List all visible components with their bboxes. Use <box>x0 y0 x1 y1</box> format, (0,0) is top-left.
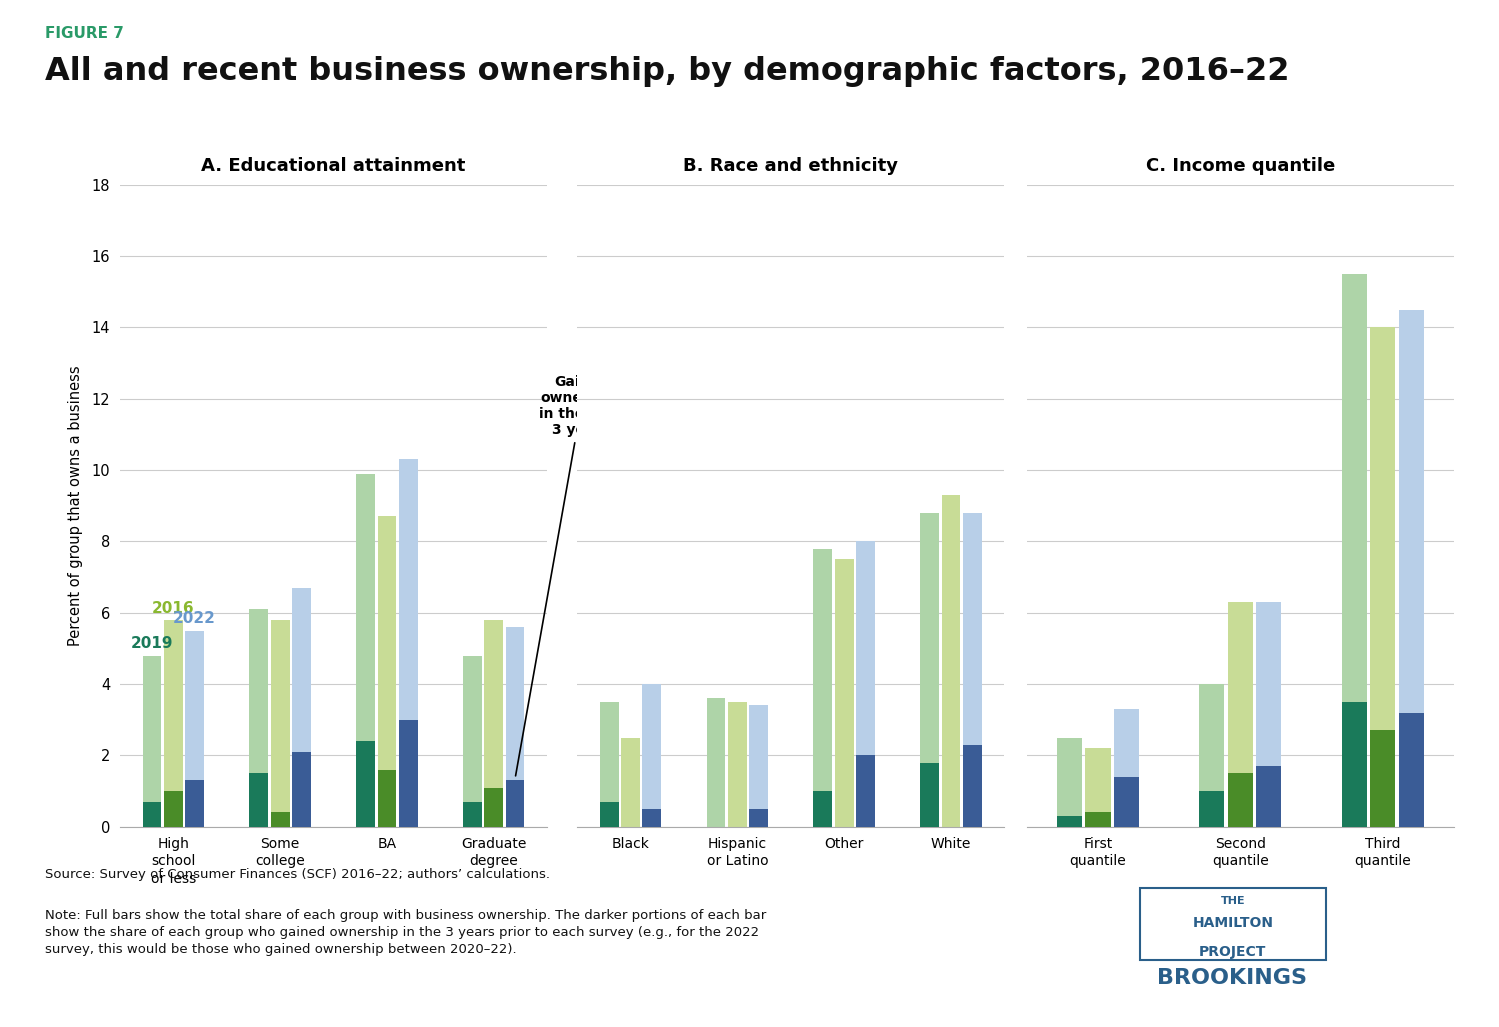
Bar <box>600 701 619 827</box>
Text: 2019: 2019 <box>130 637 174 651</box>
Bar <box>1114 776 1139 827</box>
Bar <box>484 620 504 827</box>
Bar <box>271 812 289 827</box>
Y-axis label: Percent of group that owns a business: Percent of group that owns a business <box>69 366 84 646</box>
Bar <box>835 560 853 827</box>
Bar <box>357 473 375 827</box>
Bar <box>484 788 504 827</box>
Bar <box>505 627 525 827</box>
Bar <box>643 809 661 827</box>
Bar <box>1057 816 1082 827</box>
Bar <box>1228 773 1253 827</box>
Text: Source: Survey of Consumer Finances (SCF) 2016–22; authors’ calculations.: Source: Survey of Consumer Finances (SCF… <box>45 868 550 881</box>
Bar <box>292 752 310 827</box>
Text: All and recent business ownership, by demographic factors, 2016–22: All and recent business ownership, by de… <box>45 56 1289 87</box>
Bar <box>399 459 418 827</box>
Bar <box>399 720 418 827</box>
Bar <box>271 620 289 827</box>
Bar <box>163 620 183 827</box>
Text: Gained
ownership
in the past
3 years: Gained ownership in the past 3 years <box>516 375 624 775</box>
FancyBboxPatch shape <box>1139 888 1327 960</box>
Bar <box>1370 328 1396 827</box>
Bar <box>750 706 767 827</box>
Bar <box>378 517 396 827</box>
Text: THE: THE <box>1220 896 1246 906</box>
Bar <box>1256 766 1282 827</box>
Bar <box>1199 791 1225 827</box>
Text: HAMILTON: HAMILTON <box>1192 916 1274 930</box>
Bar <box>814 791 832 827</box>
Bar <box>463 802 481 827</box>
Text: FIGURE 7: FIGURE 7 <box>45 26 124 41</box>
Bar <box>750 809 767 827</box>
Bar <box>962 512 982 827</box>
Bar <box>706 698 726 827</box>
Text: BROOKINGS: BROOKINGS <box>1157 968 1307 988</box>
Title: C. Income quantile: C. Income quantile <box>1145 157 1336 175</box>
Bar <box>505 781 525 827</box>
Bar <box>856 756 875 827</box>
Bar <box>357 741 375 827</box>
Bar <box>163 791 183 827</box>
Bar <box>621 737 640 827</box>
Text: PROJECT: PROJECT <box>1199 945 1267 959</box>
Bar <box>1085 812 1111 827</box>
Bar <box>729 701 747 827</box>
Bar <box>1256 602 1282 827</box>
Bar <box>920 512 938 827</box>
Text: Note: Full bars show the total share of each group with business ownership. The : Note: Full bars show the total share of … <box>45 909 766 956</box>
Bar <box>378 769 396 827</box>
Bar <box>941 495 961 827</box>
Bar <box>1057 737 1082 827</box>
Text: 2016: 2016 <box>151 601 195 615</box>
Bar <box>249 609 268 827</box>
Bar <box>142 802 162 827</box>
Title: A. Educational attainment: A. Educational attainment <box>201 157 466 175</box>
Bar <box>1228 602 1253 827</box>
Bar <box>1199 684 1225 827</box>
Bar <box>1370 730 1396 827</box>
Bar <box>1342 274 1367 827</box>
Bar <box>600 802 619 827</box>
Bar <box>463 655 481 827</box>
Bar <box>1342 701 1367 827</box>
Bar <box>1114 709 1139 827</box>
Bar <box>1399 713 1424 827</box>
Bar <box>920 762 938 827</box>
Bar <box>1399 310 1424 827</box>
Bar <box>962 745 982 827</box>
Text: 2022: 2022 <box>174 611 216 626</box>
Title: B. Race and ethnicity: B. Race and ethnicity <box>684 157 898 175</box>
Bar <box>186 631 204 827</box>
Bar <box>292 587 310 827</box>
Bar <box>186 781 204 827</box>
Bar <box>1085 749 1111 827</box>
Bar <box>643 684 661 827</box>
Bar <box>814 548 832 827</box>
Bar <box>856 541 875 827</box>
Bar <box>249 773 268 827</box>
Bar <box>142 655 162 827</box>
